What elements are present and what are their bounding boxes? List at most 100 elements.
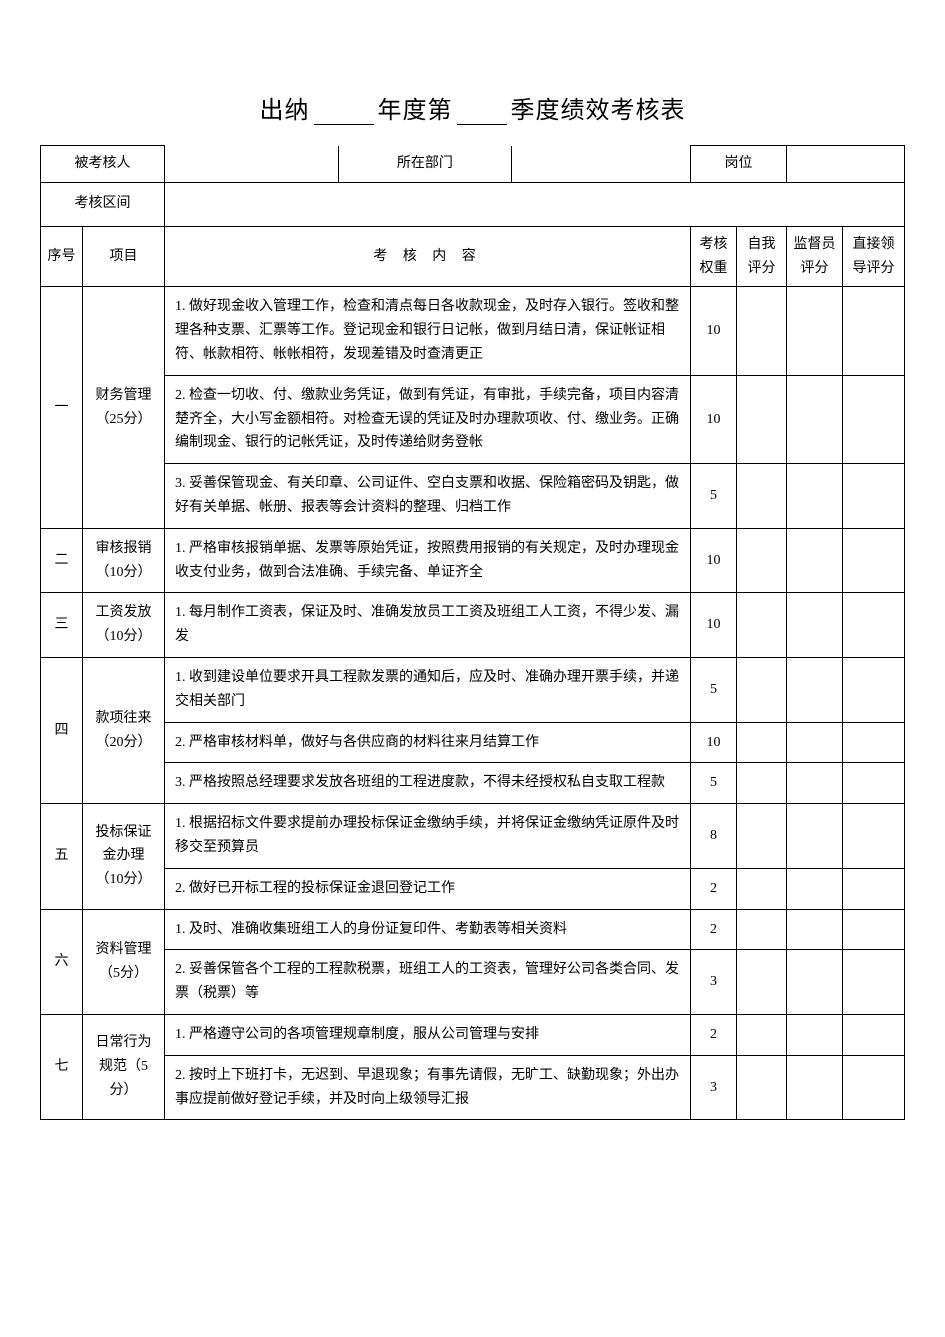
table-row: 2. 检查一切收、付、缴款业务凭证，做到有凭证，有审批，手续完备，项目内容清楚齐…	[41, 375, 905, 463]
weight-6-2: 3	[691, 950, 737, 1015]
self-1-3[interactable]	[737, 464, 787, 529]
sup-6-1[interactable]	[787, 909, 843, 950]
table-row: 七 日常行为规范（5分） 1. 严格遵守公司的各项管理规章制度，服从公司管理与安…	[41, 1014, 905, 1055]
proj-5: 投标保证金办理（10分）	[83, 804, 165, 909]
label-period: 考核区间	[41, 182, 165, 226]
self-6-1[interactable]	[737, 909, 787, 950]
lead-4-2[interactable]	[843, 722, 905, 763]
table-row: 2. 妥善保管各个工程的工程款税票，班组工人的工资表，管理好公司各类合同、发票（…	[41, 950, 905, 1015]
table-row: 三 工资发放（10分） 1. 每月制作工资表，保证及时、准确发放员工工资及班组工…	[41, 593, 905, 658]
table-row: 2. 严格审核材料单，做好与各供应商的材料往来月结算工作 10	[41, 722, 905, 763]
weight-5-2: 2	[691, 868, 737, 909]
weight-1-3: 5	[691, 464, 737, 529]
content-6-2: 2. 妥善保管各个工程的工程款税票，班组工人的工资表，管理好公司各类合同、发票（…	[165, 950, 691, 1015]
weight-4-1: 5	[691, 657, 737, 722]
self-3-1[interactable]	[737, 593, 787, 658]
title-mid1: 年度第	[378, 98, 453, 124]
assessment-table: 被考核人 所在部门 岗位 考核区间 序号 项目 考 核 内 容 考核权重 自我评…	[40, 145, 905, 1120]
seq-7: 七	[41, 1014, 83, 1119]
sup-5-2[interactable]	[787, 868, 843, 909]
self-7-1[interactable]	[737, 1014, 787, 1055]
content-4-1: 1. 收到建设单位要求开具工程款发票的通知后，应及时、准确办理开票手续，并递交相…	[165, 657, 691, 722]
sup-1-1[interactable]	[787, 287, 843, 375]
weight-2-1: 10	[691, 528, 737, 593]
sup-1-3[interactable]	[787, 464, 843, 529]
sup-5-1[interactable]	[787, 804, 843, 869]
self-5-1[interactable]	[737, 804, 787, 869]
lead-4-1[interactable]	[843, 657, 905, 722]
sup-3-1[interactable]	[787, 593, 843, 658]
table-row: 一 财务管理（25分） 1. 做好现金收入管理工作，检查和清点每日各收款现金，及…	[41, 287, 905, 375]
proj-7: 日常行为规范（5分）	[83, 1014, 165, 1119]
content-4-2: 2. 严格审核材料单，做好与各供应商的材料往来月结算工作	[165, 722, 691, 763]
proj-1: 财务管理（25分）	[83, 287, 165, 528]
self-7-2[interactable]	[737, 1055, 787, 1120]
weight-4-2: 10	[691, 722, 737, 763]
self-2-1[interactable]	[737, 528, 787, 593]
seq-6: 六	[41, 909, 83, 1014]
lead-4-3[interactable]	[843, 763, 905, 804]
sup-7-1[interactable]	[787, 1014, 843, 1055]
lead-7-2[interactable]	[843, 1055, 905, 1120]
value-dept[interactable]	[512, 146, 691, 182]
title-blank-year[interactable]	[314, 101, 374, 125]
lead-1-2[interactable]	[843, 375, 905, 463]
col-content: 考 核 内 容	[165, 226, 691, 287]
table-row: 五 投标保证金办理（10分） 1. 根据招标文件要求提前办理投标保证金缴纳手续，…	[41, 804, 905, 869]
label-post: 岗位	[691, 146, 787, 183]
self-5-2[interactable]	[737, 868, 787, 909]
sup-4-3[interactable]	[787, 763, 843, 804]
title-prefix: 出纳	[260, 98, 310, 124]
label-dept: 所在部门	[338, 146, 511, 182]
column-header-row: 序号 项目 考 核 内 容 考核权重 自我评分 监督员评分 直接领导评分	[41, 226, 905, 287]
assessee-dept-wrap: 所在部门	[165, 146, 691, 183]
label-assessee: 被考核人	[41, 146, 165, 183]
value-assessee[interactable]	[165, 146, 338, 182]
self-4-3[interactable]	[737, 763, 787, 804]
weight-6-1: 2	[691, 909, 737, 950]
proj-3: 工资发放（10分）	[83, 593, 165, 658]
seq-3: 三	[41, 593, 83, 658]
lead-3-1[interactable]	[843, 593, 905, 658]
self-1-1[interactable]	[737, 287, 787, 375]
page-title: 出纳年度第季度绩效考核表	[40, 90, 905, 125]
proj-4: 款项往来（20分）	[83, 657, 165, 803]
lead-2-1[interactable]	[843, 528, 905, 593]
sup-4-1[interactable]	[787, 657, 843, 722]
content-3-1: 1. 每月制作工资表，保证及时、准确发放员工工资及班组工人工资，不得少发、漏发	[165, 593, 691, 658]
proj-6: 资料管理（5分）	[83, 909, 165, 1014]
weight-4-3: 5	[691, 763, 737, 804]
seq-5: 五	[41, 804, 83, 909]
value-period[interactable]	[165, 182, 905, 226]
lead-1-1[interactable]	[843, 287, 905, 375]
self-1-2[interactable]	[737, 375, 787, 463]
table-row: 3. 严格按照总经理要求发放各班组的工程进度款，不得未经授权私自支取工程款 5	[41, 763, 905, 804]
lead-5-1[interactable]	[843, 804, 905, 869]
col-seq: 序号	[41, 226, 83, 287]
weight-7-1: 2	[691, 1014, 737, 1055]
info-row-2: 考核区间	[41, 182, 905, 226]
content-7-1: 1. 严格遵守公司的各项管理规章制度，服从公司管理与安排	[165, 1014, 691, 1055]
lead-7-1[interactable]	[843, 1014, 905, 1055]
table-row: 3. 妥善保管现金、有关印章、公司证件、空白支票和收据、保险箱密码及钥匙，做好有…	[41, 464, 905, 529]
sup-1-2[interactable]	[787, 375, 843, 463]
lead-6-1[interactable]	[843, 909, 905, 950]
col-lead: 直接领导评分	[843, 226, 905, 287]
lead-6-2[interactable]	[843, 950, 905, 1015]
col-sup: 监督员评分	[787, 226, 843, 287]
sup-2-1[interactable]	[787, 528, 843, 593]
weight-7-2: 3	[691, 1055, 737, 1120]
lead-1-3[interactable]	[843, 464, 905, 529]
self-6-2[interactable]	[737, 950, 787, 1015]
sup-4-2[interactable]	[787, 722, 843, 763]
self-4-1[interactable]	[737, 657, 787, 722]
proj-2: 审核报销（10分）	[83, 528, 165, 593]
sup-6-2[interactable]	[787, 950, 843, 1015]
col-proj: 项目	[83, 226, 165, 287]
sup-7-2[interactable]	[787, 1055, 843, 1120]
title-blank-quarter[interactable]	[457, 101, 507, 125]
self-4-2[interactable]	[737, 722, 787, 763]
lead-5-2[interactable]	[843, 868, 905, 909]
content-5-2: 2. 做好已开标工程的投标保证金退回登记工作	[165, 868, 691, 909]
value-post[interactable]	[787, 146, 905, 183]
